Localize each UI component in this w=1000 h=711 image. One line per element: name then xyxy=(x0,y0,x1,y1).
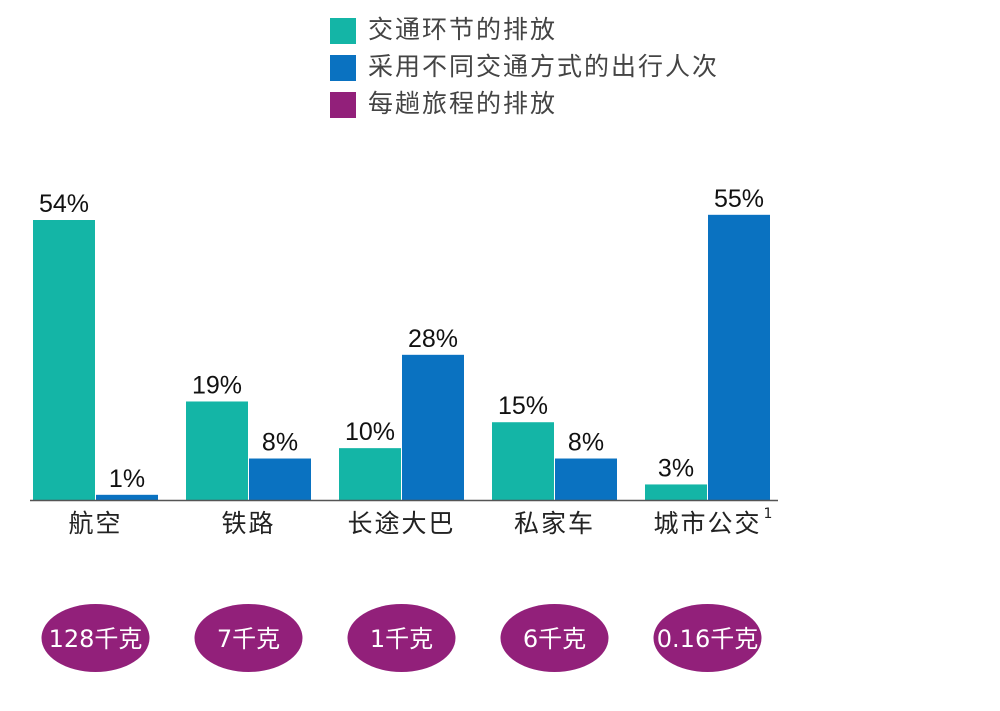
category-label-0: 航空 xyxy=(68,509,122,538)
legend-swatch-per-trip xyxy=(330,92,356,118)
data-label-trips-4: 55% xyxy=(714,185,764,213)
bar-trips-2 xyxy=(402,354,464,500)
per-trip-emission-label-4: 0.16千克 xyxy=(657,625,758,653)
data-label-transport-emission-0: 54% xyxy=(39,190,89,218)
data-label-trips-2: 28% xyxy=(408,325,458,353)
per-trip-emission-badge-2 xyxy=(347,604,456,672)
data-label-transport-emission-3: 15% xyxy=(498,392,548,420)
category-superscript-4: 1 xyxy=(764,506,773,522)
bar-trips-4 xyxy=(708,214,770,500)
data-label-trips-3: 8% xyxy=(568,429,604,457)
legend-swatch-transport-emission xyxy=(330,18,356,44)
category-label-2: 长途大巴 xyxy=(347,509,455,538)
legend-label-transport-emission: 交通环节的排放 xyxy=(368,15,558,44)
bar-transport-emission-0 xyxy=(33,220,95,500)
bar-transport-emission-4 xyxy=(645,484,707,500)
bar-trips-1 xyxy=(249,458,311,500)
bar-transport-emission-1 xyxy=(186,401,248,500)
legend-label-trips: 采用不同交通方式的出行人次 xyxy=(368,52,720,81)
legend-label-per-trip: 每趟旅程的排放 xyxy=(368,89,558,118)
data-label-trips-0: 1% xyxy=(109,465,145,493)
category-label-1: 铁路 xyxy=(221,509,275,538)
data-label-trips-1: 8% xyxy=(262,429,298,457)
per-trip-emission-badge-1 xyxy=(194,604,303,672)
bar-trips-0 xyxy=(96,494,158,500)
per-trip-emission-label-1: 7千克 xyxy=(217,625,280,653)
data-label-transport-emission-2: 10% xyxy=(345,418,395,446)
bar-transport-emission-2 xyxy=(339,448,401,500)
per-trip-emission-label-2: 1千克 xyxy=(370,625,433,653)
bar-trips-3 xyxy=(555,458,617,500)
per-trip-emission-badge-3 xyxy=(500,604,609,672)
per-trip-emission-badge-4 xyxy=(653,604,762,672)
category-label-3: 私家车 xyxy=(514,509,595,538)
bar-transport-emission-3 xyxy=(492,422,554,500)
category-label-4: 城市公交 xyxy=(653,509,761,538)
per-trip-emission-label-3: 6千克 xyxy=(523,625,586,653)
per-trip-emission-label-0: 128千克 xyxy=(49,625,143,653)
data-label-transport-emission-1: 19% xyxy=(192,371,242,399)
data-label-transport-emission-4: 3% xyxy=(658,454,694,482)
per-trip-emission-badge-0 xyxy=(41,604,150,672)
legend-swatch-trips xyxy=(330,55,356,81)
